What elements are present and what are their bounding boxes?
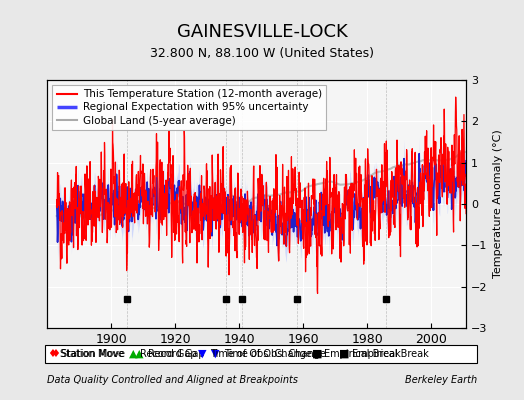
- Text: Station Move: Station Move: [61, 349, 125, 359]
- Text: 32.800 N, 88.100 W (United States): 32.800 N, 88.100 W (United States): [150, 48, 374, 60]
- Text: Data Quality Controlled and Aligned at Breakpoints: Data Quality Controlled and Aligned at B…: [47, 375, 298, 385]
- Text: Time of Obs. Change: Time of Obs. Change: [224, 349, 325, 359]
- Text: GAINESVILLE-LOCK: GAINESVILLE-LOCK: [177, 23, 347, 41]
- Y-axis label: Temperature Anomaly (°C): Temperature Anomaly (°C): [493, 130, 503, 278]
- Text: ▼: ▼: [198, 349, 206, 359]
- Legend: This Temperature Station (12-month average), Regional Expectation with 95% uncer: This Temperature Station (12-month avera…: [52, 85, 326, 130]
- Text: ▲: ▲: [135, 349, 143, 359]
- Text: Empirical Break: Empirical Break: [352, 349, 428, 359]
- Text: Station Move: Station Move: [60, 349, 124, 359]
- Text: Record Gap: Record Gap: [140, 349, 197, 359]
- Text: ■: ■: [312, 349, 323, 359]
- Text: Empirical Break: Empirical Break: [324, 349, 400, 359]
- Text: ▼: ▼: [211, 349, 219, 359]
- Text: Berkeley Earth: Berkeley Earth: [405, 375, 477, 385]
- Text: ▲: ▲: [129, 349, 137, 359]
- Text: Record Gap: Record Gap: [148, 349, 204, 359]
- Text: ♦: ♦: [47, 349, 57, 359]
- Text: ♦: ♦: [50, 349, 60, 359]
- Text: Time of Obs. Change: Time of Obs. Change: [210, 349, 311, 359]
- Text: ■: ■: [339, 349, 349, 359]
